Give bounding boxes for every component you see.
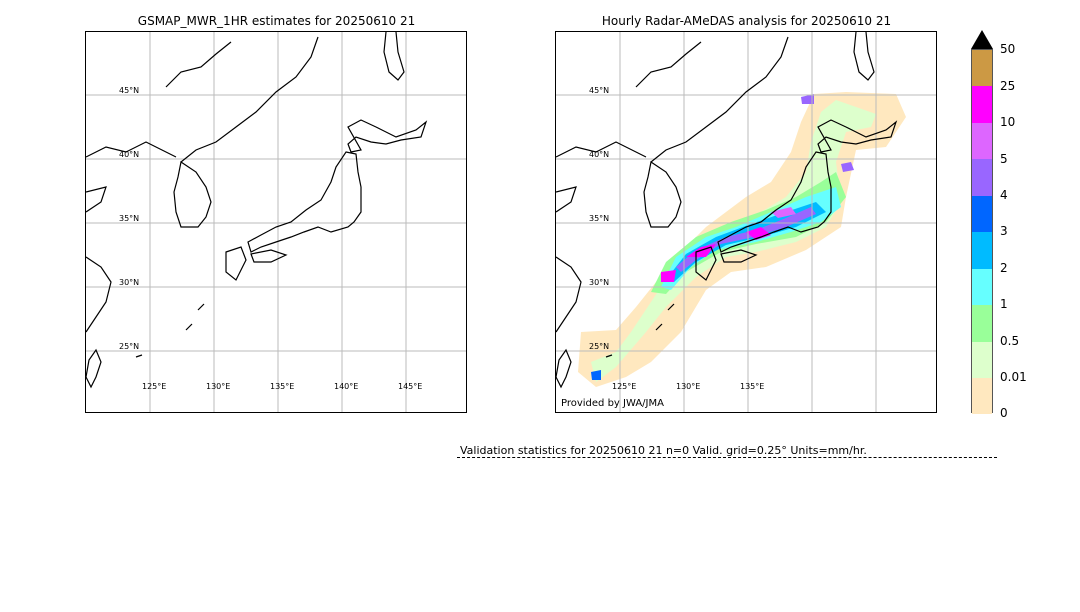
- left-map: 45°N 40°N 35°N 30°N 25°N 125°E 130°E 135…: [85, 31, 467, 413]
- lat-label-45: 45°N: [589, 86, 610, 95]
- lat-label-40: 40°N: [119, 150, 140, 159]
- data-credit: Provided by JWA/JMA: [561, 398, 664, 409]
- colorbar-seg-0-0.01: [972, 378, 992, 414]
- graticule: [556, 32, 936, 412]
- colorbar: [971, 49, 993, 414]
- colorbar-seg-2-3: [972, 232, 992, 269]
- colorbar-label-0.01: 0.01: [1000, 370, 1027, 384]
- left-map-title: GSMAP_MWR_1HR estimates for 20250610 21: [137, 14, 416, 28]
- lon-label-125: 125°E: [612, 382, 637, 391]
- lat-label-25: 25°N: [589, 342, 610, 351]
- lat-label-40: 40°N: [589, 150, 610, 159]
- colorbar-seg-3-4: [972, 196, 992, 232]
- left-map-canvas: [86, 32, 466, 412]
- colorbar-label-50: 50: [1000, 42, 1016, 56]
- colorbar-label-0: 0: [1000, 406, 1008, 420]
- lon-label-140: 140°E: [334, 382, 359, 391]
- colorbar-label-2: 2: [1000, 261, 1008, 275]
- coastlines: [86, 32, 428, 389]
- lon-label-130: 130°E: [676, 382, 701, 391]
- right-map: 45°N 40°N 35°N 30°N 25°N 125°E 130°E 135…: [555, 31, 937, 413]
- colorbar-seg-0.5-1: [972, 305, 992, 342]
- lon-label-135: 135°E: [740, 382, 765, 391]
- precip-field: [578, 92, 906, 387]
- colorbar-seg-25-50: [972, 50, 992, 86]
- colorbar-seg-1-2: [972, 269, 992, 305]
- colorbar-label-1: 1: [1000, 297, 1008, 311]
- colorbar-seg-0.01-0.5: [972, 342, 992, 378]
- stats-divider: [457, 457, 997, 458]
- right-map-title: Hourly Radar-AMeDAS analysis for 2025061…: [601, 14, 892, 28]
- lat-label-30: 30°N: [589, 278, 610, 287]
- right-map-canvas: [556, 32, 936, 412]
- lon-label-135: 135°E: [270, 382, 295, 391]
- colorbar-label-3: 3: [1000, 224, 1008, 238]
- colorbar-seg-4-5: [972, 159, 992, 196]
- lon-label-130: 130°E: [206, 382, 231, 391]
- graticule: [86, 32, 466, 412]
- lat-label-30: 30°N: [119, 278, 140, 287]
- colorbar-label-5: 5: [1000, 152, 1008, 166]
- colorbar-seg-5-10: [972, 123, 992, 159]
- colorbar-seg-10-25: [972, 86, 992, 123]
- colorbar-label-4: 4: [1000, 188, 1008, 202]
- lat-label-35: 35°N: [119, 214, 140, 223]
- validation-stats: Validation statistics for 20250610 21 n=…: [460, 444, 867, 457]
- colorbar-label-10: 10: [1000, 115, 1016, 129]
- coastlines: [556, 32, 898, 389]
- lat-label-45: 45°N: [119, 86, 140, 95]
- lon-label-145: 145°E: [398, 382, 423, 391]
- colorbar-label-25: 25: [1000, 79, 1016, 93]
- colorbar-extend-arrow: [971, 30, 993, 49]
- lat-label-35: 35°N: [589, 214, 610, 223]
- lon-label-125: 125°E: [142, 382, 167, 391]
- lat-label-25: 25°N: [119, 342, 140, 351]
- colorbar-label-0.5: 0.5: [1000, 334, 1020, 348]
